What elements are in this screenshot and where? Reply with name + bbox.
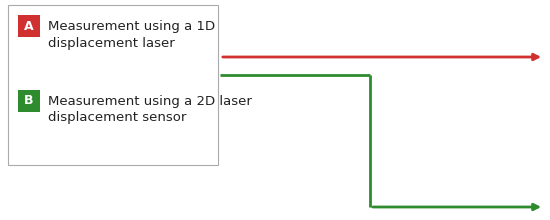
Bar (8, 5, 218, 165)
Text: Measurement using a 2D laser
displacement sensor: Measurement using a 2D laser displacemen… (48, 95, 252, 125)
Text: Measurement using a 1D
displacement laser: Measurement using a 1D displacement lase… (48, 20, 215, 50)
Bar (18, 90, 40, 112)
Bar (18, 15, 40, 37)
Text: B: B (24, 95, 34, 108)
Text: A: A (24, 20, 34, 33)
